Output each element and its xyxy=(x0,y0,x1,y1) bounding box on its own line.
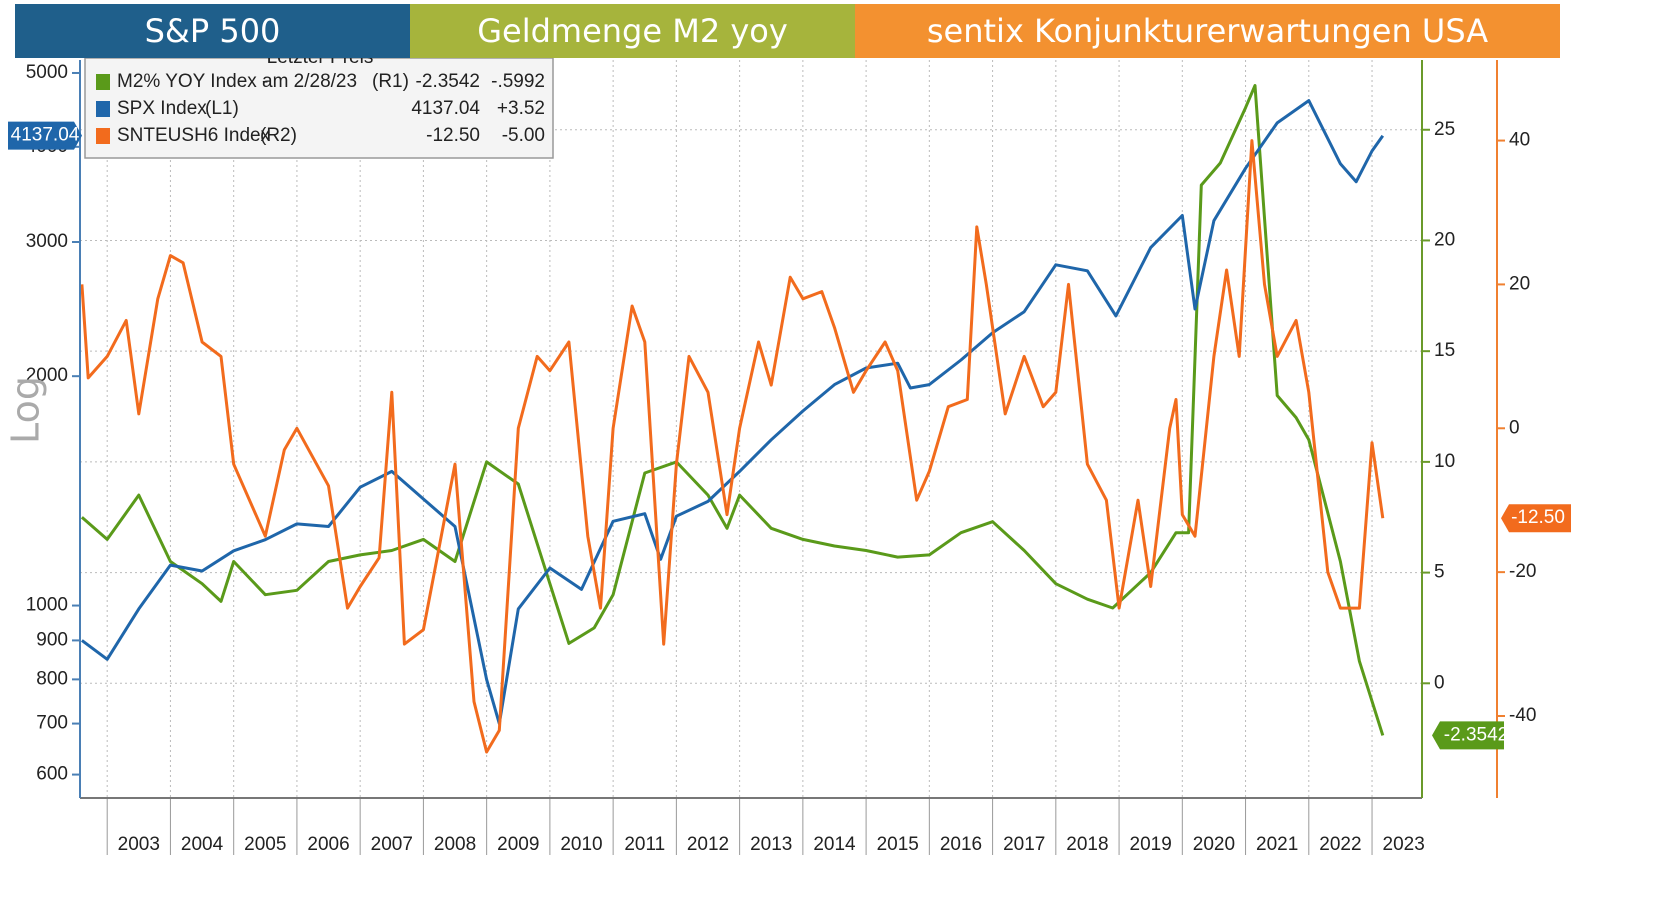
x-tick-label: 2019 xyxy=(1130,834,1172,855)
legend-axis: (L1) xyxy=(205,98,239,119)
legend-name: M2% YOY Index - xyxy=(117,71,268,92)
x-tick-label: 2016 xyxy=(940,834,982,855)
x-tick-label: 2009 xyxy=(497,834,539,855)
y2-tick-label: 25 xyxy=(1434,119,1455,140)
legend-change: -5.00 xyxy=(502,125,545,146)
y3-tick-label: 40 xyxy=(1509,130,1530,151)
legend-last: -12.50 xyxy=(426,125,480,146)
y2-tick-label: 15 xyxy=(1434,340,1455,361)
x-tick-label: 2013 xyxy=(750,834,792,855)
x-tick-label: 2011 xyxy=(624,834,665,855)
legend-date: am 2/28/23 xyxy=(262,71,357,92)
banner-text: S&P 500 xyxy=(145,12,281,50)
y2-tick-label: 0 xyxy=(1434,672,1445,693)
legend-axis: (R2) xyxy=(260,125,297,146)
banners: S&P 500 Geldmenge M2 yoy sentix Konjunktur… xyxy=(15,4,1560,58)
banner-box xyxy=(410,4,855,58)
x-tick-label: 2010 xyxy=(560,834,602,855)
value-tag xyxy=(1501,504,1571,533)
legend-last: -2.3542 xyxy=(416,71,480,92)
y3-tick-label: 20 xyxy=(1509,273,1530,294)
y-tick-label: 3000 xyxy=(26,231,68,252)
log-label: Log xyxy=(4,376,48,444)
x-tick-label: 2003 xyxy=(118,834,160,855)
banner-box xyxy=(855,4,1560,58)
x-tick-label: 2021 xyxy=(1256,834,1298,855)
x-tick-label: 2015 xyxy=(877,834,919,855)
legend-axis: (R1) xyxy=(372,71,409,92)
y-tick-label: 2000 xyxy=(26,365,68,386)
legend-change: +3.52 xyxy=(497,98,545,119)
x-tick-label: 2006 xyxy=(307,834,349,855)
value-tag-label: -2.3542 xyxy=(1444,724,1508,745)
x-tick-label: 2023 xyxy=(1383,834,1425,855)
value-tag xyxy=(8,121,82,150)
x-tick-label: 2005 xyxy=(244,834,286,855)
legend-swatch xyxy=(96,74,110,90)
y2-tick-label: 10 xyxy=(1434,451,1455,472)
x-tick-label: 2012 xyxy=(687,834,729,855)
y-tick-label: 700 xyxy=(36,713,68,734)
value-tag-label: -12.50 xyxy=(1511,507,1565,528)
x-tick-label: 2014 xyxy=(813,834,856,855)
banner-box xyxy=(15,4,410,58)
value-tag xyxy=(1432,721,1504,750)
x-tick-label: 2007 xyxy=(371,834,413,855)
y3-tick-label: 0 xyxy=(1509,417,1520,438)
legend: Letzter PreisM2% YOY Index -am 2/28/23(R… xyxy=(84,47,554,159)
y-tick-label: 1000 xyxy=(26,595,68,616)
legend-box xyxy=(84,57,554,159)
legend-change: -.5992 xyxy=(491,71,545,92)
legend-name: SNTEUSH6 Index xyxy=(117,125,271,146)
x-tick-label: 2017 xyxy=(1003,834,1045,855)
legend-name: SPX Index xyxy=(117,98,207,119)
x-tick-label: 2018 xyxy=(1066,834,1108,855)
y2-tick-label: 20 xyxy=(1434,229,1455,250)
axes: 2003 2004 2005 2006 2007 2008 2009 2010 2011 2012… xyxy=(8,60,1571,855)
value-tag-label: 4137.04 xyxy=(11,125,80,146)
banner-text: sentix Konjunkturerwartungen USA xyxy=(927,12,1488,50)
y-tick-label: 5000 xyxy=(26,62,68,83)
y-tick-label: 800 xyxy=(36,668,68,689)
x-tick-label: 2020 xyxy=(1193,834,1235,855)
x-tick-label: 2008 xyxy=(434,834,476,855)
x-tick-label: 2022 xyxy=(1319,834,1361,855)
y-tick-label: 900 xyxy=(36,629,68,650)
series-line xyxy=(81,99,1385,726)
series-line xyxy=(80,139,1385,754)
x-tick-label: 2004 xyxy=(181,834,224,855)
y2-tick-label: 5 xyxy=(1434,562,1445,583)
legend-last: 4137.04 xyxy=(411,98,480,119)
y-tick-label: 600 xyxy=(36,764,68,785)
y3-tick-label: -20 xyxy=(1509,561,1536,582)
y3-tick-label: -40 xyxy=(1509,705,1536,726)
lines xyxy=(80,84,1385,754)
legend-swatch xyxy=(96,128,110,144)
banner-text: Geldmenge M2 yoy xyxy=(477,12,788,50)
legend-swatch xyxy=(96,101,110,117)
series-line xyxy=(80,84,1385,736)
